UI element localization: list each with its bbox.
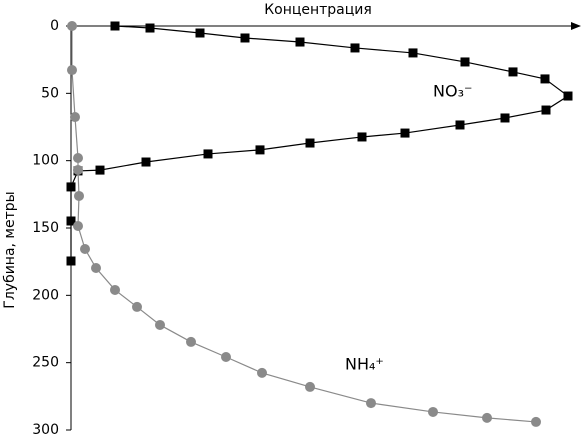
point [195,28,205,38]
point [66,216,76,226]
y-tick-label: 100 [32,153,59,169]
point [80,244,90,255]
point [295,37,305,47]
point [460,57,470,67]
point [155,319,165,330]
point [350,43,360,53]
point [110,284,120,295]
point [66,182,76,192]
point [66,256,76,266]
point [67,21,77,31]
y-tick-label: 250 [32,355,59,371]
y-tick-label: 50 [41,85,59,101]
point [91,262,101,273]
point [141,157,151,167]
point [366,398,376,409]
point [531,416,541,427]
point [400,128,410,138]
series-label: NO₃⁻ [433,82,472,101]
point [110,21,120,31]
point [73,152,83,163]
point [70,112,80,123]
point [482,412,492,423]
y-axis-label: Глубина, метры [2,191,18,308]
point [305,381,315,392]
point [541,105,551,115]
point [73,164,83,175]
point [240,33,250,43]
point [255,145,265,155]
series-label: NH₄⁺ [345,355,384,374]
x-axis-label: Концентрация [264,2,372,18]
y-tick-label: 150 [32,220,59,236]
series-line [70,25,570,261]
point [186,336,196,347]
point [540,74,550,84]
point [357,132,367,142]
point [305,138,315,148]
point [455,120,465,130]
point [73,220,83,231]
point [428,406,438,417]
point [221,352,231,363]
point [508,67,518,77]
point [95,165,105,175]
y-tick-label: 0 [50,18,59,34]
point [74,190,84,201]
point [408,48,418,58]
point [257,367,267,378]
point [500,113,510,123]
point [203,149,213,159]
point [563,91,573,101]
y-tick-label: 300 [32,422,59,438]
point [67,65,77,76]
point [132,301,142,312]
y-tick-label: 200 [32,287,59,303]
point [145,23,155,33]
